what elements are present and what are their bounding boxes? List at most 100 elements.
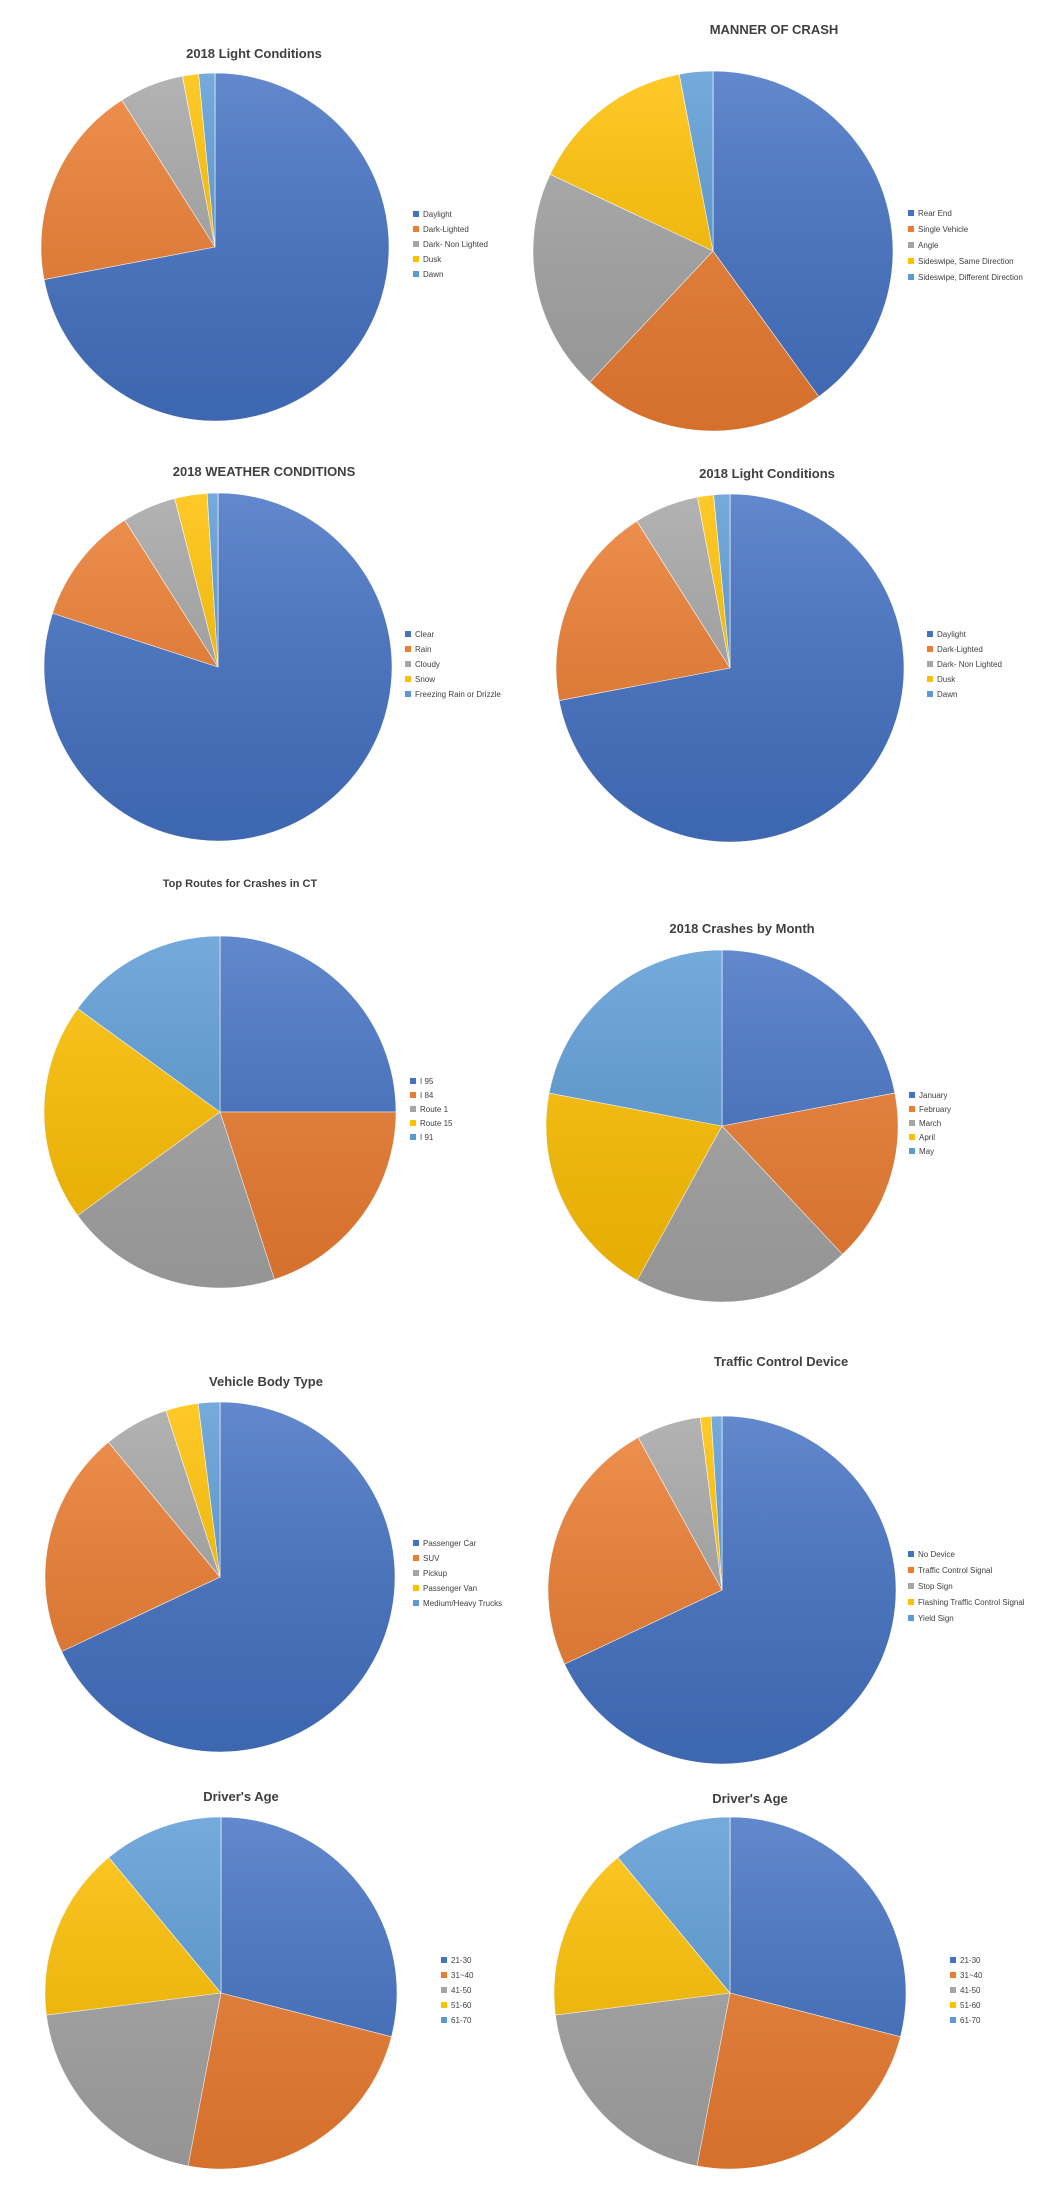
- legend-label-no-device: No Device: [918, 1550, 955, 1559]
- legend-label-daylight: Daylight: [423, 210, 453, 219]
- legend-label-dark-non-lighted: Dark- Non Lighted: [937, 660, 1002, 669]
- legend-label-rain: Rain: [415, 645, 431, 654]
- pie-chart-9: Driver's Age 21-30 31~40 41-50 51-60 61-70: [44, 1789, 474, 2170]
- legend-label-dark-non-lighted: Dark- Non Lighted: [423, 240, 488, 249]
- pie-chart-7: Vehicle Body Type Passenger Car SUV Pickup P…: [44, 1374, 502, 1753]
- legend-swatch-flashing-traffic-control-signal: [908, 1599, 914, 1605]
- legend-label-61-70: 61-70: [960, 2016, 981, 2025]
- legend-label-freezing-rain-or-drizzle: Freezing Rain or Drizzle: [415, 690, 501, 699]
- legend-swatch-passenger-van: [413, 1585, 419, 1591]
- legend-label-31-40: 31~40: [960, 1971, 983, 1980]
- legend-label-i-84: I 84: [420, 1091, 434, 1100]
- pie-chart-3: 2018 WEATHER CONDITIONS Clear Rain Cloudy Sn…: [43, 464, 501, 842]
- legend-label-passenger-car: Passenger Car: [423, 1539, 477, 1548]
- legend-label-flashing-traffic-control-signal: Flashing Traffic Control Signal: [918, 1598, 1025, 1607]
- pie-chart-4: 2018 Light Conditions Daylight Dark-Lighte…: [555, 466, 1002, 843]
- legend-swatch-traffic-control-signal: [908, 1567, 914, 1573]
- legend-label-rear-end: Rear End: [918, 209, 952, 218]
- chart-title: Traffic Control Device: [714, 1354, 848, 1369]
- legend-swatch-41-50: [441, 1987, 447, 1993]
- legend-label-dusk: Dusk: [423, 255, 442, 264]
- legend-swatch-stop-sign: [908, 1583, 914, 1589]
- chart-title: 2018 Light Conditions: [186, 46, 322, 61]
- legend-swatch-61-70: [441, 2017, 447, 2023]
- pie-chart-1: 2018 Light Conditions Daylight Dark-Lighte…: [40, 46, 488, 422]
- legend-label-may: May: [919, 1147, 934, 1156]
- legend-label-dawn: Dawn: [937, 690, 957, 699]
- legend-swatch-cloudy: [405, 661, 411, 667]
- legend-swatch-41-50: [950, 1987, 956, 1993]
- chart-title: Top Routes for Crashes in CT: [163, 878, 318, 890]
- legend-label-route-15: Route 15: [420, 1119, 453, 1128]
- legend-swatch-no-device: [908, 1551, 914, 1557]
- legend-label-passenger-van: Passenger Van: [423, 1584, 477, 1593]
- legend-swatch-clear: [405, 631, 411, 637]
- chart-title: MANNER OF CRASH: [710, 22, 839, 37]
- legend-swatch-route-1: [410, 1106, 416, 1112]
- legend-label-april: April: [919, 1133, 935, 1142]
- legend-swatch-51-60: [950, 2002, 956, 2008]
- legend-label-march: March: [919, 1119, 941, 1128]
- legend-swatch-i-84: [410, 1092, 416, 1098]
- legend-swatch-may: [909, 1148, 915, 1154]
- legend-swatch-yield-sign: [908, 1615, 914, 1621]
- legend-swatch-pickup: [413, 1570, 419, 1576]
- legend-swatch-single-vehicle: [908, 226, 914, 232]
- legend-swatch-freezing-rain-or-drizzle: [405, 691, 411, 697]
- legend-swatch-31-40: [950, 1972, 956, 1978]
- chart-title: 2018 Light Conditions: [699, 466, 835, 481]
- pie-shading: [44, 936, 396, 1288]
- pie-shading: [45, 1402, 395, 1752]
- legend-label-angle: Angle: [918, 241, 939, 250]
- pie-shading: [44, 493, 392, 841]
- pie-chart-6: 2018 Crashes by Month January February Marc…: [545, 921, 951, 1303]
- pie-shading: [546, 950, 898, 1302]
- legend-label-daylight: Daylight: [937, 630, 967, 639]
- legend-swatch-january: [909, 1092, 915, 1098]
- legend-label-dark-lighted: Dark-Lighted: [423, 225, 469, 234]
- legend-label-cloudy: Cloudy: [415, 660, 440, 669]
- chart-title: Vehicle Body Type: [209, 1374, 323, 1389]
- legend-label-pickup: Pickup: [423, 1569, 448, 1578]
- legend-label-41-50: 41-50: [451, 1986, 472, 1995]
- legend-swatch-february: [909, 1106, 915, 1112]
- pie-shading: [41, 73, 389, 421]
- legend-swatch-march: [909, 1120, 915, 1126]
- chart-title: Driver's Age: [712, 1791, 788, 1806]
- legend-label-51-60: 51-60: [960, 2001, 981, 2010]
- legend-label-21-30: 21-30: [451, 1956, 472, 1965]
- legend-swatch-passenger-car: [413, 1540, 419, 1546]
- legend-label-21-30: 21-30: [960, 1956, 981, 1965]
- legend-label-stop-sign: Stop Sign: [918, 1582, 953, 1591]
- pie-shading: [548, 1416, 896, 1764]
- legend-swatch-sideswipe-same-direction: [908, 258, 914, 264]
- legend-swatch-dark-lighted: [927, 646, 933, 652]
- legend-swatch-i-91: [410, 1134, 416, 1140]
- legend-label-sideswipe-different-direction: Sideswipe, Different Direction: [918, 273, 1023, 282]
- legend-swatch-dark-non-lighted: [927, 661, 933, 667]
- legend-swatch-51-60: [441, 2002, 447, 2008]
- legend-swatch-suv: [413, 1555, 419, 1561]
- legend-label-61-70: 61-70: [451, 2016, 472, 2025]
- legend-label-dawn: Dawn: [423, 270, 443, 279]
- legend-swatch-dark-lighted: [413, 226, 419, 232]
- legend-label-single-vehicle: Single Vehicle: [918, 225, 969, 234]
- legend-label-suv: SUV: [423, 1554, 440, 1563]
- legend-swatch-sideswipe-different-direction: [908, 274, 914, 280]
- legend-swatch-21-30: [441, 1957, 447, 1963]
- legend-swatch-april: [909, 1134, 915, 1140]
- legend-label-traffic-control-signal: Traffic Control Signal: [918, 1566, 992, 1575]
- legend-swatch-61-70: [950, 2017, 956, 2023]
- legend-label-i-95: I 95: [420, 1077, 434, 1086]
- legend-swatch-dusk: [927, 676, 933, 682]
- pie-shading: [554, 1817, 906, 2169]
- legend-label-yield-sign: Yield Sign: [918, 1614, 954, 1623]
- legend-label-february: February: [919, 1105, 951, 1114]
- legend-label-route-1: Route 1: [420, 1105, 449, 1114]
- legend-swatch-dark-non-lighted: [413, 241, 419, 247]
- chart-title: 2018 WEATHER CONDITIONS: [173, 464, 356, 479]
- pie-shading: [533, 71, 893, 431]
- legend-label-january: January: [919, 1091, 947, 1100]
- legend-label-41-50: 41-50: [960, 1986, 981, 1995]
